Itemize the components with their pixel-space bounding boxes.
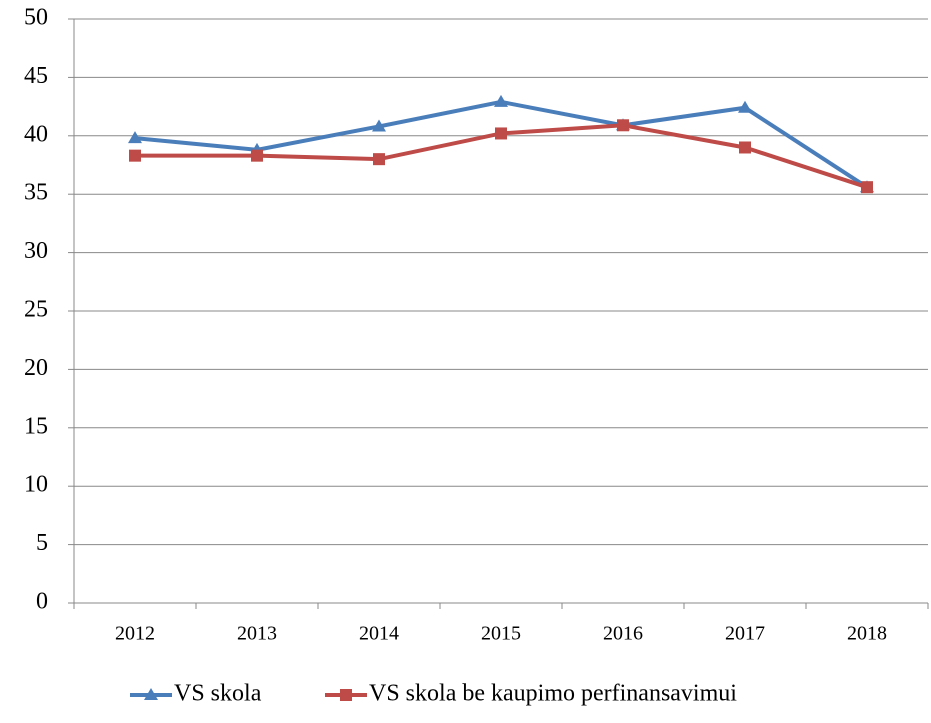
y-tick-label: 45: [24, 63, 48, 89]
marker: [251, 149, 263, 162]
marker: [373, 153, 385, 166]
y-tick-label: 0: [36, 589, 48, 615]
series-line: [134, 99, 869, 189]
legend-item: VS skola: [130, 681, 262, 707]
x-tick-label: 2016: [603, 623, 643, 645]
marker: [128, 131, 142, 144]
marker: [372, 119, 386, 132]
y-tick-label: 10: [24, 472, 48, 498]
x-tick-label: 2015: [481, 623, 521, 645]
y-tick-label: 25: [24, 297, 48, 323]
y-tick-label: 40: [24, 121, 48, 147]
y-tick-label: 15: [24, 413, 48, 439]
x-tick-label: 2014: [359, 623, 399, 645]
marker: [617, 119, 629, 132]
x-tick-label: 2018: [847, 623, 887, 645]
y-tick-label: 35: [24, 180, 48, 206]
y-tick-label: 50: [24, 5, 48, 31]
x-tick-label: 2017: [725, 623, 765, 645]
y-tick-label: 30: [24, 238, 48, 264]
marker: [129, 149, 141, 162]
marker: [738, 100, 752, 113]
marker: [144, 688, 158, 700]
marker: [861, 181, 873, 194]
x-tick-label: 2013: [237, 623, 277, 645]
marker: [495, 127, 507, 140]
marker: [739, 141, 751, 154]
y-tick-label: 20: [24, 355, 48, 381]
x-tick-label: 2012: [115, 623, 155, 645]
legend-label: VS skola be kaupimo perfinansavimui: [369, 681, 737, 707]
marker: [340, 689, 352, 701]
marker: [494, 94, 508, 107]
legend-item: VS skola be kaupimo perfinansavimui: [325, 681, 737, 707]
y-tick-label: 5: [36, 530, 48, 556]
legend-label: VS skola: [174, 681, 262, 707]
